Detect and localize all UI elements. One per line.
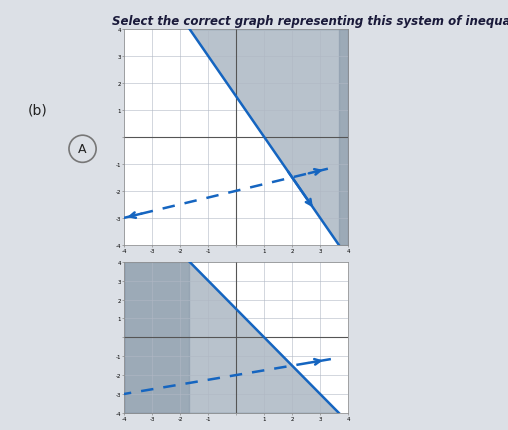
Text: A: A [78, 143, 87, 156]
Text: Select the correct graph representing this system of inequalities.: Select the correct graph representing th… [112, 15, 508, 28]
Text: (b): (b) [28, 103, 48, 117]
